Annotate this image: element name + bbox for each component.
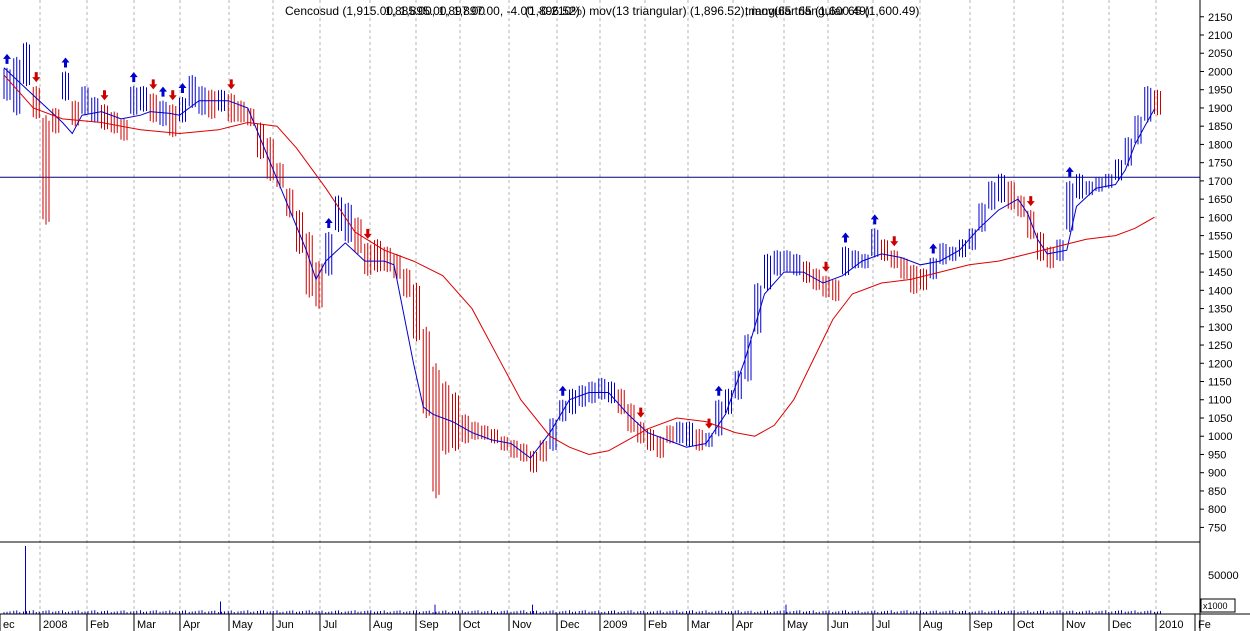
y-tick-label: 1900 <box>1208 103 1232 115</box>
x-tick-label: Jun <box>276 619 294 631</box>
x-tick-label: Jul <box>323 619 337 631</box>
x-tick-label: Dec <box>1112 619 1132 631</box>
buy-signal-arrow <box>178 83 187 94</box>
x-tick-label: Sep <box>419 619 439 631</box>
y-tick-label: 900 <box>1208 468 1226 480</box>
x-tick-label: Apr <box>183 619 200 631</box>
y-tick-label: 1000 <box>1208 431 1232 443</box>
x-tick-label: Jun <box>831 619 849 631</box>
buy-signal-arrow <box>324 217 333 228</box>
x-tick-label: 2008 <box>43 619 67 631</box>
y-tick-label: 1750 <box>1208 158 1232 170</box>
volume-unit-label: x1000 <box>1203 601 1228 611</box>
sell-signal-arrow <box>100 90 109 101</box>
x-tick-label: Oct <box>1017 619 1034 631</box>
x-tick-label: Dec <box>560 619 580 631</box>
x-tick-label: Feb <box>90 619 109 631</box>
x-tick-label: Aug <box>373 619 393 631</box>
title-overlap: 1,885.00, 1,897.00 (1,896.52) triangular 6… <box>385 4 870 18</box>
chart-title: Cencosud (1,915.00, 1,895.00, 1,897.00, … <box>285 4 919 18</box>
y-tick-label: 2150 <box>1208 12 1232 24</box>
title-overlap-text: (1,896.52) <box>525 4 580 18</box>
y-tick-label: 1150 <box>1208 377 1232 389</box>
sell-signal-arrow <box>168 90 177 101</box>
y-tick-label: 1250 <box>1208 340 1232 352</box>
y-tick-label: 2000 <box>1208 66 1232 78</box>
y-axis-labels: 750 800 850 900 950 1000 1050 1100 1150 1200 1250 1… <box>1200 12 1232 534</box>
sell-signal-arrow <box>890 236 899 247</box>
sell-signal-arrow <box>636 407 645 418</box>
y-tick-label: 850 <box>1208 486 1226 498</box>
y-tick-label: 1800 <box>1208 139 1232 151</box>
x-tick-label: Nov <box>512 619 532 631</box>
sell-signal-arrow <box>227 79 236 90</box>
moving-averages <box>3 67 1155 459</box>
y-tick-label: 1300 <box>1208 322 1232 334</box>
buy-signal-arrow <box>3 53 11 64</box>
y-tick-label: 800 <box>1208 504 1226 516</box>
volume-tick-label: 50000 <box>1208 570 1239 582</box>
x-axis-labels: ec 2008 Feb Mar Apr May Jun Jul Aug Sep Oct Nov Dec 2… <box>0 614 1211 631</box>
ma-fast-line <box>3 67 1155 459</box>
y-tick-label: 1500 <box>1208 249 1232 261</box>
sell-signal-arrow <box>149 79 158 90</box>
buy-signal-arrow <box>61 57 70 68</box>
y-tick-label: 1050 <box>1208 413 1232 425</box>
y-tick-label: 1700 <box>1208 176 1232 188</box>
x-tick-label: May <box>232 619 253 631</box>
y-tick-label: 750 <box>1208 522 1226 534</box>
buy-signal-arrow <box>558 385 567 396</box>
y-tick-label: 1400 <box>1208 285 1232 297</box>
y-tick-label: 1200 <box>1208 358 1232 370</box>
x-tick-label: Nov <box>1066 619 1086 631</box>
y-tick-label: 1850 <box>1208 121 1232 133</box>
sell-signal-arrow <box>822 261 830 272</box>
x-tick-label: Sep <box>973 619 993 631</box>
x-tick-label: 2010 <box>1159 619 1183 631</box>
x-tick-label: Aug <box>923 619 943 631</box>
y-tick-label: 1350 <box>1208 304 1232 316</box>
buy-signal-arrow <box>714 385 723 396</box>
y-tick-label: 1600 <box>1208 212 1232 224</box>
buy-signal-arrow <box>1065 166 1074 177</box>
sell-signal-arrow <box>705 418 713 429</box>
buy-signal-arrow <box>159 86 167 97</box>
x-tick-label: 2009 <box>603 619 627 631</box>
y-tick-label: 1650 <box>1208 194 1232 206</box>
buy-signal-arrow <box>870 214 879 225</box>
y-tick-label: 1550 <box>1208 231 1232 243</box>
buy-signal-arrow <box>841 232 850 243</box>
x-tick-label: Mar <box>691 619 710 631</box>
x-tick-label: Mar <box>137 619 156 631</box>
buy-signal-arrow <box>929 243 938 254</box>
x-tick-label: Fe <box>1198 619 1211 631</box>
buy-signal-arrow <box>129 72 138 83</box>
y-tick-label: 1450 <box>1208 267 1232 279</box>
x-tick-label: Oct <box>463 619 480 631</box>
x-tick-label: May <box>787 619 808 631</box>
title-overlap-text: triangular 65 (1,600.49) <box>745 4 870 18</box>
sell-signal-arrow <box>32 72 41 83</box>
sell-signal-arrow <box>1026 196 1035 207</box>
sell-signal-arrow <box>363 228 372 239</box>
x-tick-label: Jul <box>876 619 890 631</box>
title-overlap-text: 1,885.00, 1,897.00 <box>385 4 485 18</box>
y-tick-label: 2050 <box>1208 48 1232 60</box>
y-tick-label: 950 <box>1208 449 1226 461</box>
y-tick-label: 1100 <box>1208 395 1232 407</box>
ma-slow-line <box>3 74 1155 456</box>
y-tick-label: 1950 <box>1208 85 1232 97</box>
x-tick-label: Apr <box>736 619 753 631</box>
y-tick-label: 2100 <box>1208 30 1232 42</box>
x-tick-label: Feb <box>648 619 667 631</box>
x-tick-label: ec <box>3 619 15 631</box>
signal-arrows <box>3 53 1074 429</box>
